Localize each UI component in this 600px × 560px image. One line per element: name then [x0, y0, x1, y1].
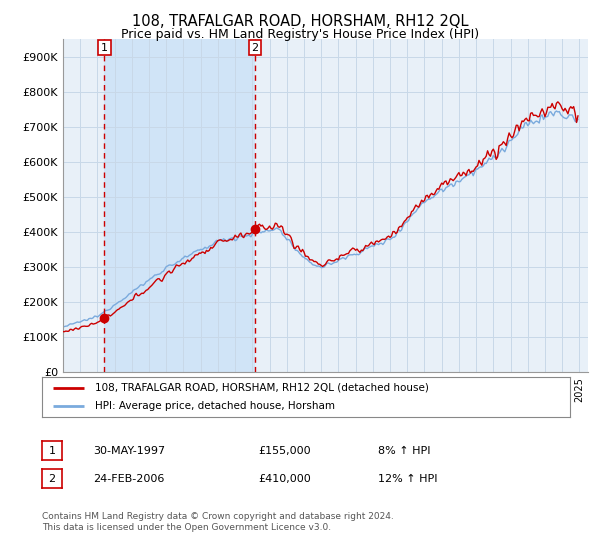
Text: £155,000: £155,000	[258, 446, 311, 456]
Text: Price paid vs. HM Land Registry's House Price Index (HPI): Price paid vs. HM Land Registry's House …	[121, 28, 479, 41]
Text: £410,000: £410,000	[258, 474, 311, 484]
Text: HPI: Average price, detached house, Horsham: HPI: Average price, detached house, Hors…	[95, 402, 335, 411]
Text: Contains HM Land Registry data © Crown copyright and database right 2024.
This d: Contains HM Land Registry data © Crown c…	[42, 512, 394, 532]
Text: 30-MAY-1997: 30-MAY-1997	[93, 446, 165, 456]
Text: 2: 2	[251, 43, 259, 53]
Text: 2: 2	[49, 474, 55, 484]
Text: 108, TRAFALGAR ROAD, HORSHAM, RH12 2QL: 108, TRAFALGAR ROAD, HORSHAM, RH12 2QL	[132, 14, 468, 29]
Text: 24-FEB-2006: 24-FEB-2006	[93, 474, 164, 484]
Text: 1: 1	[49, 446, 55, 456]
Text: 12% ↑ HPI: 12% ↑ HPI	[378, 474, 437, 484]
Text: 8% ↑ HPI: 8% ↑ HPI	[378, 446, 431, 456]
Bar	[104, 39, 255, 372]
Text: 1: 1	[101, 43, 108, 53]
Text: 108, TRAFALGAR ROAD, HORSHAM, RH12 2QL (detached house): 108, TRAFALGAR ROAD, HORSHAM, RH12 2QL (…	[95, 383, 428, 393]
